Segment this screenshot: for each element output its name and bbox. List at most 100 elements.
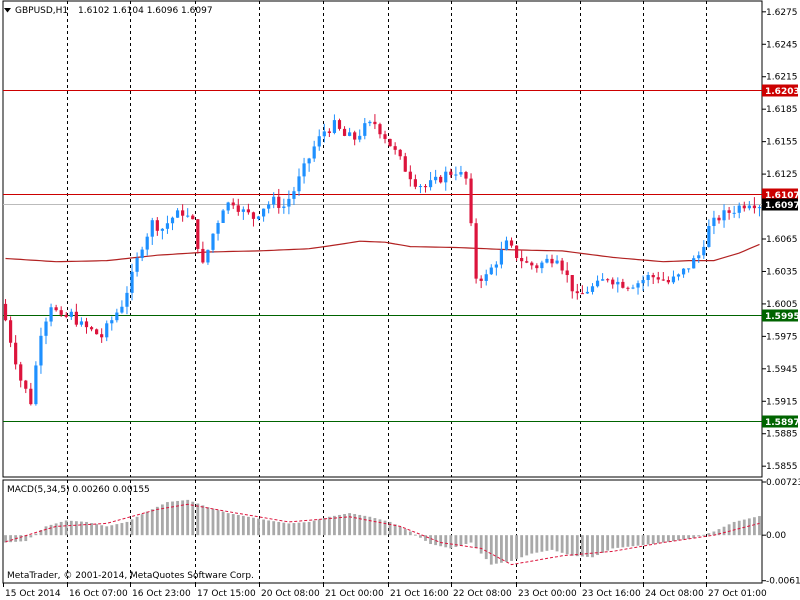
y-tick-label: 1.5945 (766, 365, 798, 375)
price-badge-support (762, 309, 798, 322)
candle-body (261, 208, 266, 217)
candle-body (464, 172, 468, 179)
candle-body (580, 293, 584, 295)
macd-bar (489, 535, 493, 565)
candle-body (19, 364, 23, 381)
macd-bar (580, 535, 584, 557)
price-badge-resistance (762, 188, 798, 201)
macd-bar (9, 535, 12, 543)
candle-body (44, 321, 48, 336)
candle-body (277, 196, 281, 208)
macd-panel-frame (2, 479, 763, 584)
candle-body (317, 136, 321, 147)
x-tick-label: 17 Oct 15:00 (197, 589, 256, 599)
macd-bar (166, 502, 169, 536)
macd-bar (621, 535, 625, 548)
candle-body (656, 277, 660, 280)
candle-body (251, 212, 256, 219)
macd-bar (115, 524, 119, 536)
macd-bar (753, 517, 756, 536)
macd-bar (388, 521, 392, 536)
macd-bar (216, 510, 220, 536)
candle-body (530, 262, 534, 266)
candle-body (601, 279, 605, 281)
candle-body (621, 281, 625, 288)
symbol-dropdown-arrow-icon[interactable] (4, 8, 11, 13)
candle-body (479, 278, 483, 281)
macd-bar (758, 516, 761, 536)
candle-body (459, 172, 463, 175)
y-tick-label: 1.5885 (766, 430, 798, 440)
candle-body (560, 260, 564, 271)
candle-body (413, 179, 417, 187)
macd-bar (343, 514, 346, 536)
candle-body (712, 217, 716, 227)
macd-bar (419, 535, 422, 538)
candle-body (540, 262, 544, 269)
y-tick-label: 1.6185 (766, 105, 798, 115)
candle-body (469, 178, 473, 224)
candle-body (439, 176, 443, 183)
price-badge-label: 1.5897 (765, 418, 800, 428)
candle-body (191, 215, 195, 220)
macd-bar (565, 535, 569, 555)
candle-body (671, 276, 676, 283)
macd-bar (69, 520, 73, 536)
candle-body (120, 306, 124, 313)
macd-bar (236, 514, 240, 536)
candle-body (752, 205, 757, 209)
macd-bar (505, 535, 508, 562)
candle-body (474, 223, 478, 279)
macd-bar (373, 518, 377, 536)
macd-bar (297, 522, 301, 536)
candle-body (165, 223, 170, 229)
candle-body (236, 205, 240, 212)
candle-body (186, 215, 190, 217)
macd-bar (606, 535, 610, 551)
macd-bar (49, 524, 53, 536)
macd-bar (702, 534, 706, 536)
macd-bar (413, 534, 417, 536)
candle-body (595, 280, 600, 287)
candle-body (697, 255, 701, 259)
candle-body (110, 320, 114, 324)
macd-bar (636, 535, 640, 546)
candle-body (742, 205, 746, 209)
macd-bar (181, 500, 185, 536)
macd-bar (241, 515, 245, 536)
candle-body (267, 204, 271, 209)
candle-body (388, 138, 392, 147)
candle-body (170, 217, 175, 224)
candle-body (8, 320, 13, 343)
x-tick-label: 16 Oct 07:00 (69, 589, 128, 599)
macd-bar (727, 524, 731, 536)
candle-body (89, 327, 94, 330)
candle-body (525, 261, 529, 263)
macd-y-tick-label: 0.00723 (766, 478, 800, 488)
ohlc-values: 1.6102 1.6104 1.6096 1.6097 (78, 6, 213, 16)
candle-body (504, 240, 509, 250)
candle-body (297, 176, 301, 192)
macd-bar (540, 535, 544, 552)
macd-bar (221, 511, 225, 536)
candle-body (216, 222, 220, 234)
candle-body (717, 217, 721, 221)
macd-bar (403, 529, 407, 536)
candle-body (423, 186, 428, 188)
candle-body (175, 210, 180, 218)
candle-body (555, 260, 559, 264)
macd-bar (90, 523, 93, 536)
candle-body (373, 121, 377, 125)
macd-bar (682, 535, 685, 540)
macd-bar (135, 516, 139, 536)
y-tick-label: 1.6005 (766, 300, 798, 310)
y-tick-label: 1.5915 (766, 397, 798, 407)
macd-label: MACD(5,34,5) 0.00260 0.00155 (7, 485, 150, 495)
price-badge-label: 1.6097 (765, 201, 800, 211)
macd-bar (226, 513, 230, 536)
candle-body (585, 291, 590, 294)
candle-body (636, 283, 640, 288)
main-panel-frame (2, 0, 763, 478)
candle-body (226, 202, 230, 211)
